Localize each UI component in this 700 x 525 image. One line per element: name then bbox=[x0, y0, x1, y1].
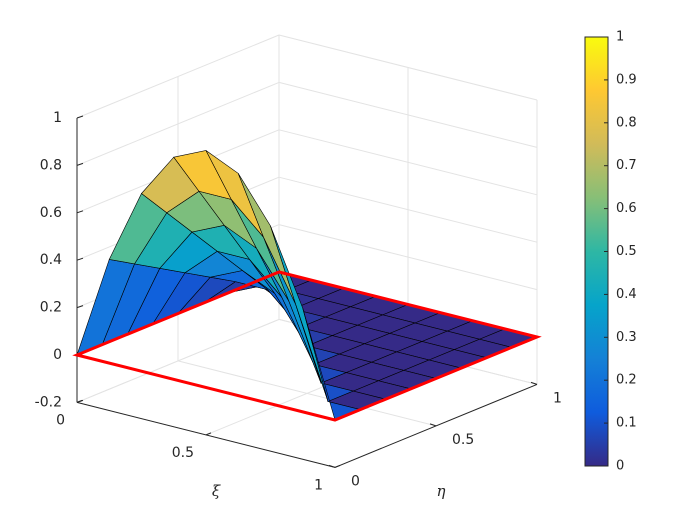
grid-line bbox=[278, 129, 538, 196]
z-tick-label: 0.6 bbox=[40, 205, 62, 221]
y-tick-label: 1 bbox=[553, 390, 562, 406]
colorbar-tick-label: 0.8 bbox=[616, 115, 637, 130]
grid-line bbox=[177, 360, 437, 427]
colorbar-tick-label: 0.3 bbox=[616, 330, 637, 345]
z-tick bbox=[76, 305, 84, 309]
colorbar-tick-label: 1 bbox=[616, 30, 624, 45]
colorbar-tick-label: 0.9 bbox=[616, 72, 637, 87]
z-tick bbox=[76, 210, 84, 214]
grid-line bbox=[278, 34, 538, 101]
x-axis-label: ξ bbox=[212, 482, 221, 500]
x-tick-label: 1 bbox=[314, 477, 323, 493]
z-tick-label: 1 bbox=[53, 110, 62, 126]
grid-line bbox=[278, 81, 538, 148]
colorbar-tick-label: 0.6 bbox=[616, 201, 637, 216]
grid-line bbox=[76, 318, 280, 403]
z-tick bbox=[76, 162, 84, 166]
surface bbox=[72, 150, 542, 422]
y-tick-label: 0 bbox=[351, 473, 360, 489]
y-axis-label: η bbox=[437, 482, 446, 500]
z-tick-label: -0.2 bbox=[35, 394, 62, 410]
grid-line bbox=[278, 224, 538, 291]
x-tick bbox=[205, 432, 212, 436]
y-tick bbox=[328, 464, 336, 468]
colorbar-tick-label: 0.1 bbox=[616, 416, 637, 431]
z-tick-label: 0 bbox=[53, 347, 62, 363]
grid-line bbox=[278, 176, 538, 243]
x-tick-label: 0 bbox=[56, 412, 65, 428]
x-tick-label: 0.5 bbox=[172, 445, 194, 461]
y-tick-label: 0.5 bbox=[452, 432, 474, 448]
z-tick-label: 0.2 bbox=[40, 300, 62, 316]
colorbar: 0 0.1 0.2 0.3 0.4 0.5 0.6 0.7 0.8 0.9 1 bbox=[584, 30, 637, 474]
grid-line bbox=[76, 81, 280, 166]
z-tick bbox=[76, 257, 84, 261]
z-tick-label: 0.4 bbox=[40, 252, 62, 268]
grid-line bbox=[76, 34, 280, 119]
y-tick bbox=[429, 423, 437, 427]
colorbar-tick-label: 0.7 bbox=[616, 158, 637, 173]
domain-outline bbox=[72, 270, 542, 422]
z-tick-label: 0.8 bbox=[40, 157, 62, 173]
x-tick bbox=[334, 464, 341, 468]
y-tick bbox=[530, 381, 538, 385]
colorbar-tick-label: 0.4 bbox=[616, 287, 637, 302]
colorbar-tick-label: 0 bbox=[616, 459, 624, 474]
z-tick bbox=[76, 115, 84, 119]
colorbar-tick-label: 0.5 bbox=[616, 244, 637, 259]
colorbar-tick-label: 0.2 bbox=[616, 373, 637, 388]
x-tick bbox=[76, 399, 83, 403]
